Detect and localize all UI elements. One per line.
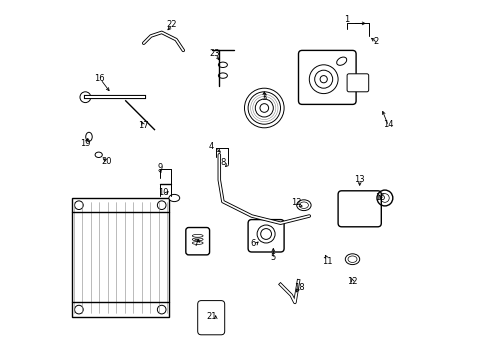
Text: 2: 2 [372, 37, 378, 46]
Text: 4: 4 [208, 142, 214, 151]
Ellipse shape [299, 202, 308, 208]
Text: 23: 23 [209, 49, 220, 58]
Ellipse shape [218, 73, 227, 78]
Ellipse shape [218, 62, 227, 68]
Text: 8: 8 [220, 158, 225, 167]
FancyBboxPatch shape [197, 301, 224, 335]
Text: 16: 16 [94, 74, 105, 83]
Text: 21: 21 [206, 312, 216, 321]
Text: 13: 13 [353, 175, 364, 184]
Text: 7: 7 [193, 239, 198, 248]
Text: 15: 15 [375, 193, 385, 202]
Ellipse shape [168, 194, 179, 202]
Ellipse shape [95, 152, 102, 158]
Text: 10: 10 [158, 188, 168, 197]
Text: 11: 11 [322, 256, 332, 266]
Text: 20: 20 [102, 157, 112, 166]
Text: 22: 22 [166, 20, 177, 29]
Ellipse shape [336, 57, 346, 65]
Ellipse shape [85, 132, 92, 141]
Ellipse shape [347, 256, 356, 262]
Text: 12: 12 [291, 198, 301, 207]
FancyBboxPatch shape [337, 191, 381, 227]
Text: 9: 9 [157, 163, 162, 172]
Text: 12: 12 [346, 277, 357, 286]
FancyBboxPatch shape [185, 228, 209, 255]
Text: 6: 6 [250, 239, 256, 248]
Text: 3: 3 [261, 94, 266, 103]
Text: 5: 5 [270, 253, 275, 262]
Text: 1: 1 [344, 15, 349, 24]
Ellipse shape [345, 254, 359, 265]
Text: 18: 18 [293, 283, 304, 292]
FancyBboxPatch shape [298, 50, 355, 104]
Text: 17: 17 [138, 121, 148, 130]
FancyBboxPatch shape [346, 74, 368, 92]
Ellipse shape [296, 200, 310, 211]
FancyBboxPatch shape [72, 198, 168, 317]
Text: 19: 19 [80, 139, 90, 148]
Text: 14: 14 [383, 120, 393, 129]
FancyBboxPatch shape [247, 220, 284, 252]
